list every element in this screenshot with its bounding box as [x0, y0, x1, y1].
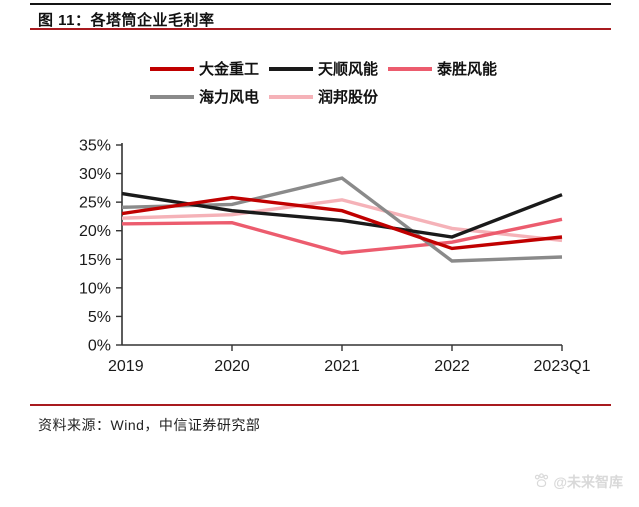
x-tick-label: 2019 — [108, 358, 144, 375]
legend-row: 海力风电 润邦股份 — [150, 86, 378, 107]
y-tick-label: 10% — [79, 280, 111, 297]
legend-label: 海力风电 — [199, 89, 260, 106]
series-line — [121, 198, 563, 243]
footer-red-rule — [30, 404, 611, 406]
chart-legend: 大金重工 天顺风能 泰胜风能海力风电 润邦股份 — [150, 58, 497, 107]
legend-label: 天顺风能 — [318, 61, 379, 78]
legend-label: 大金重工 — [199, 61, 260, 78]
top-black-rule — [30, 3, 611, 5]
legend-item: 泰胜风能 — [388, 58, 497, 79]
watermark: @未来智库 — [533, 472, 623, 492]
series-line — [121, 217, 563, 255]
legend-item: 海力风电 — [150, 86, 259, 107]
figure-title: 图 11：各塔筒企业毛利率 — [38, 12, 215, 29]
watermark-text: @未来智库 — [553, 474, 623, 490]
legend-item: 大金重工 — [150, 58, 259, 79]
legend-item: 天顺风能 — [269, 58, 378, 79]
x-tick-label: 2023Q1 — [534, 358, 591, 375]
legend-item: 润邦股份 — [269, 86, 378, 107]
legend-line-swatch — [388, 66, 433, 71]
legend-label: 润邦股份 — [318, 89, 379, 106]
legend-row: 大金重工 天顺风能 泰胜风能 — [150, 58, 497, 79]
legend-line-swatch — [150, 94, 194, 99]
series-line — [121, 195, 563, 251]
y-tick-label: 25% — [79, 195, 111, 212]
legend-label: 泰胜风能 — [437, 61, 498, 78]
paw-logo-icon — [533, 472, 550, 492]
legend-line-swatch — [150, 66, 194, 71]
y-tick-label: 0% — [88, 338, 111, 355]
data-source-text: 资料来源：Wind，中信证券研究部 — [38, 417, 261, 433]
x-tick-label: 2020 — [214, 358, 250, 375]
y-tick-label: 5% — [88, 309, 111, 326]
series-line — [121, 191, 563, 239]
y-tick-label: 15% — [79, 252, 111, 269]
x-tick-label: 2022 — [434, 358, 470, 375]
line-chart: 0% 5% 10% 15% 20% 25% 30% 35% 2019 2020 2021 2022 20… — [79, 138, 591, 376]
title-red-underline — [30, 28, 611, 30]
y-tick-label: 20% — [79, 223, 111, 240]
x-tick-label: 2021 — [324, 358, 360, 375]
y-tick-label: 35% — [79, 138, 111, 155]
y-tick-label: 30% — [79, 166, 111, 183]
legend-line-swatch — [269, 66, 314, 71]
legend-line-swatch — [269, 94, 314, 99]
